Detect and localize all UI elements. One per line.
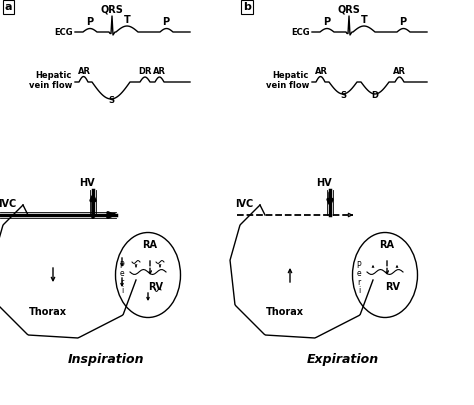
Text: Hepatic: Hepatic: [273, 71, 309, 80]
Text: RV: RV: [385, 282, 401, 292]
Text: HV: HV: [79, 178, 95, 188]
Text: Thorax: Thorax: [29, 307, 67, 317]
Text: vein flow: vein flow: [265, 81, 309, 90]
Text: AR: AR: [153, 67, 165, 76]
Text: P: P: [400, 17, 407, 27]
Text: S: S: [340, 91, 346, 100]
Text: QRS: QRS: [337, 4, 360, 14]
Text: HV: HV: [316, 178, 332, 188]
Text: b: b: [243, 2, 251, 12]
Text: Expiration: Expiration: [307, 353, 379, 366]
Text: IVC: IVC: [235, 199, 253, 209]
Text: T: T: [124, 15, 130, 25]
Text: ECG: ECG: [292, 28, 310, 37]
Text: a: a: [5, 2, 12, 12]
Text: Inspiration: Inspiration: [68, 353, 144, 366]
Text: DR: DR: [138, 67, 152, 76]
Text: P
e
r
i: P e r i: [357, 261, 361, 295]
Text: T: T: [361, 15, 367, 25]
Text: D: D: [372, 91, 379, 100]
Text: ECG: ECG: [55, 28, 73, 37]
Text: P: P: [323, 17, 330, 27]
Text: AR: AR: [315, 67, 328, 76]
Text: Thorax: Thorax: [266, 307, 304, 317]
Text: RA: RA: [143, 240, 157, 250]
Text: Hepatic: Hepatic: [36, 71, 72, 80]
Text: QRS: QRS: [100, 4, 123, 14]
Text: AR: AR: [392, 67, 405, 76]
Text: vein flow: vein flow: [28, 81, 72, 90]
Text: RV: RV: [148, 282, 164, 292]
Text: P
e
r
i: P e r i: [120, 261, 124, 295]
Text: P: P: [86, 17, 93, 27]
Text: IVC: IVC: [0, 199, 16, 209]
Text: RA: RA: [380, 240, 394, 250]
Text: S: S: [108, 96, 114, 105]
Text: P: P: [163, 17, 170, 27]
Text: AR: AR: [78, 67, 91, 76]
